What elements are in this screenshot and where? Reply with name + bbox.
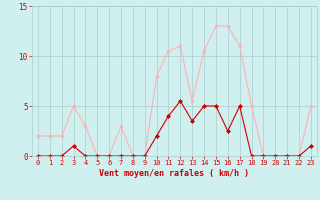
X-axis label: Vent moyen/en rafales ( km/h ): Vent moyen/en rafales ( km/h ): [100, 169, 249, 178]
